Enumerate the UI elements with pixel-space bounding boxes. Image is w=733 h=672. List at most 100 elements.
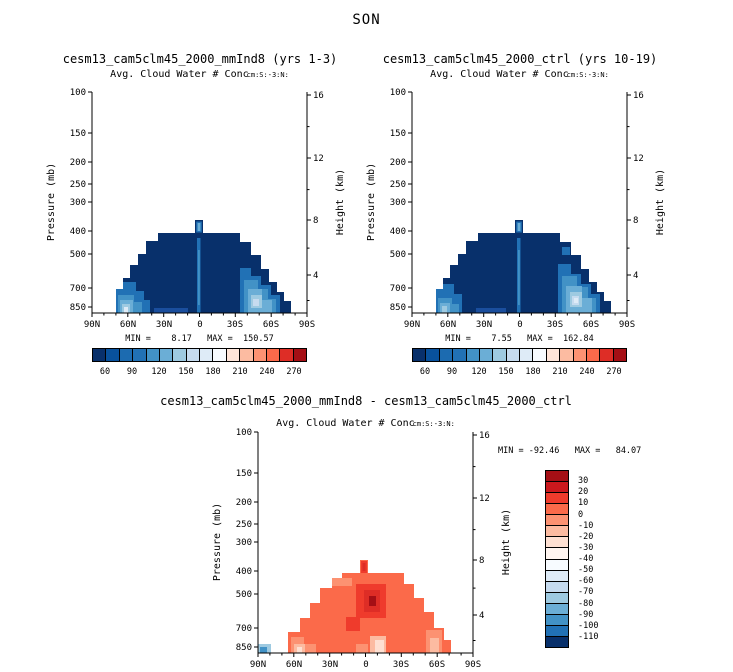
colorbar-cell <box>479 349 494 361</box>
height-tick-labels: 16 12 8 4 <box>313 91 324 281</box>
colorbar-tick-label: 20 <box>578 487 589 497</box>
colorbar-tick-label: -40 <box>578 554 594 564</box>
colorbar-cell <box>546 471 568 483</box>
subtitle-text: Avg. Cloud Water # Conc <box>276 418 415 429</box>
colorbar-cell <box>586 349 601 361</box>
height-tick-label: 12 <box>313 154 324 164</box>
pressure-tick-label: 700 <box>390 284 406 294</box>
panel-difference: cesm13_cam5clm45_2000_mmInd8 - cesm13_ca… <box>160 394 572 672</box>
colorbar-tick-label: -60 <box>578 576 594 586</box>
lat-tick-label: 0 <box>517 320 522 330</box>
colorbar-cell <box>159 349 174 361</box>
colorbar-tick-label: 60 <box>419 367 431 377</box>
pressure-tick-label: 300 <box>70 198 86 208</box>
lat-tick-label: 60N <box>286 660 302 670</box>
pressure-tick-label: 500 <box>390 250 406 260</box>
pressure-tick-label: 250 <box>390 180 406 190</box>
colorbar-labels: 60 90 120 150 180 210 240 270 <box>412 367 627 379</box>
subtitle-units-code: cm:S:-3:N: <box>246 71 289 79</box>
difference-legend: MIN = -92.46 MAX = 84.07 30 20 10 0 -10 … <box>498 446 668 656</box>
pressure-tick-label: 850 <box>236 643 252 653</box>
colorbar <box>412 348 627 362</box>
colorbar-tick-label: 90 <box>446 367 458 377</box>
colorbar-tick-label: -100 <box>578 621 599 631</box>
figure-title: SON <box>352 12 381 28</box>
colorbar-cell <box>493 349 507 361</box>
pressure-tick-labels: 100 150 200 250 300 400 500 700 850 <box>390 88 406 313</box>
colorbar-cell <box>546 559 568 571</box>
pressure-tick-label: 100 <box>390 88 406 98</box>
lat-tick-label: 30N <box>476 320 492 330</box>
pressure-tick-label: 400 <box>236 567 252 577</box>
subtitle-text: Avg. Cloud Water # Conc <box>110 69 249 80</box>
colorbar-cell <box>546 570 568 582</box>
pressure-tick-label: 200 <box>390 158 406 168</box>
panel-title: cesm13_cam5clm45_2000_mmInd8 - cesm13_ca… <box>160 394 572 408</box>
lat-tick-label: 0 <box>363 660 368 670</box>
colorbar-cell <box>466 349 480 361</box>
colorbar-tick-label: -90 <box>578 610 594 620</box>
height-tick-label: 12 <box>479 494 490 504</box>
colorbar-cell <box>200 349 214 361</box>
colorbar-tick-label: -30 <box>578 543 594 553</box>
colorbar-cell <box>546 515 568 527</box>
contour-field <box>116 220 291 313</box>
panel-mmind8: cesm13_cam5clm45_2000_mmInd8 (yrs 1-3) A… <box>40 52 360 384</box>
lat-tick-label: 90S <box>465 660 481 670</box>
colorbar-tick-label: 90 <box>126 367 138 377</box>
height-tick-label: 16 <box>479 431 490 441</box>
pressure-tick-label: 300 <box>236 538 252 548</box>
colorbar-cell <box>546 548 568 560</box>
colorbar-tick-label: 240 <box>259 367 275 377</box>
pressure-tick-label: 150 <box>236 469 252 479</box>
latitude-tick-labels: 90N 60N 30N 0 30S 60S 90S <box>404 320 635 330</box>
lat-tick-label: 60S <box>583 320 599 330</box>
lat-tick-label: 90N <box>404 320 420 330</box>
pressure-tick-label: 250 <box>70 180 86 190</box>
panel-subtitle: Avg. Cloud Water # Conccm:S:-3:N: <box>258 418 473 429</box>
lat-tick-label: 60N <box>440 320 456 330</box>
pressure-ticks <box>88 91 92 308</box>
pressure-ticks <box>408 91 412 308</box>
colorbar-cell <box>266 349 281 361</box>
lat-tick-label: 90N <box>250 660 266 670</box>
pressure-tick-label: 200 <box>236 498 252 508</box>
colorbar-cell <box>280 349 294 361</box>
pressure-tick-label: 850 <box>70 303 86 313</box>
colorbar-cell <box>546 581 568 593</box>
colorbar-tick-label: -110 <box>578 632 599 642</box>
height-tick-label: 4 <box>313 271 318 281</box>
colorbar-cell <box>613 349 626 361</box>
colorbar-cell <box>133 349 147 361</box>
colorbar-tick-label: 30 <box>578 476 589 486</box>
colorbar-tick-label: 180 <box>205 367 221 377</box>
colorbar-cell <box>173 349 187 361</box>
panel-title: cesm13_cam5clm45_2000_ctrl (yrs 10-19) <box>382 52 658 66</box>
pressure-tick-label: 400 <box>390 227 406 237</box>
pressure-axis-label: Pressure (mb) <box>366 163 377 241</box>
colorbar-cell <box>146 349 160 361</box>
colorbar-cell <box>426 349 440 361</box>
contour-field <box>436 220 611 313</box>
lat-tick-label: 30S <box>227 320 243 330</box>
colorbar-tick-label: 10 <box>578 498 589 508</box>
colorbar-cell <box>546 614 568 626</box>
pressure-axis-label: Pressure (mb) <box>212 503 223 581</box>
colorbar-tick-label: 240 <box>579 367 595 377</box>
colorbar-cell <box>546 349 561 361</box>
latitude-ticks <box>257 653 474 657</box>
lat-tick-label: 60S <box>263 320 279 330</box>
colorbar-cell <box>213 349 227 361</box>
height-tick-labels: 16 12 8 4 <box>479 431 490 621</box>
height-tick-label: 16 <box>313 91 324 101</box>
pressure-tick-label: 100 <box>236 428 252 438</box>
colorbar-tick-label: 270 <box>606 367 622 377</box>
colorbar <box>92 348 307 362</box>
colorbar-tick-label: -20 <box>578 532 594 542</box>
panel-ctrl: cesm13_cam5clm45_2000_ctrl (yrs 10-19) A… <box>360 52 680 384</box>
height-tick-label: 4 <box>633 271 638 281</box>
colorbar-cell <box>413 349 427 361</box>
height-tick-label: 8 <box>313 216 318 226</box>
lat-tick-label: 90S <box>299 320 315 330</box>
lat-tick-label: 30S <box>547 320 563 330</box>
